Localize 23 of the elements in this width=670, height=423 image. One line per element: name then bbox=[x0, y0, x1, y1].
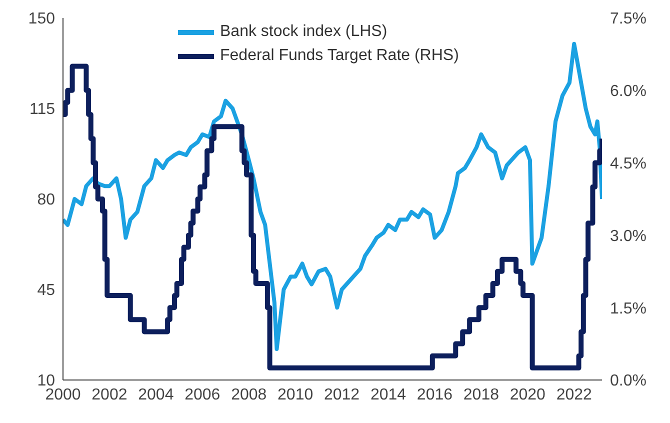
y-tick-label: 150 bbox=[28, 10, 56, 28]
y2-tick-label: 4.5% bbox=[610, 155, 646, 172]
x-tick-label: 2020 bbox=[510, 386, 546, 404]
y2-tick-label: 1.5% bbox=[610, 300, 646, 318]
x-tick-label: 2014 bbox=[370, 386, 406, 404]
y2-tick-label: 6.0% bbox=[610, 83, 646, 100]
legend-label: Federal Funds Target Rate (RHS) bbox=[220, 47, 459, 65]
y2-tick-label: 3.0% bbox=[610, 228, 646, 245]
y2-tick-label: 7.5% bbox=[610, 10, 646, 28]
y-tick-label: 45 bbox=[37, 282, 56, 300]
x-tick-label: 2008 bbox=[231, 386, 267, 404]
x-tick-label: 2002 bbox=[92, 386, 128, 404]
x-tick-label: 2004 bbox=[138, 386, 174, 404]
x-tick-label: 2010 bbox=[278, 386, 314, 404]
x-tick-label: 2022 bbox=[556, 386, 592, 404]
x-tick-label: 2006 bbox=[184, 386, 220, 404]
y-tick-label: 115 bbox=[29, 101, 56, 118]
y-tick-label: 80 bbox=[37, 192, 56, 209]
y2-tick-label: 0.0% bbox=[610, 372, 646, 390]
x-tick-label: 2016 bbox=[416, 386, 453, 404]
x-tick-label: 2012 bbox=[324, 386, 360, 404]
x-tick-label: 2018 bbox=[463, 386, 500, 404]
legend-label: Bank stock index (LHS) bbox=[220, 23, 388, 41]
